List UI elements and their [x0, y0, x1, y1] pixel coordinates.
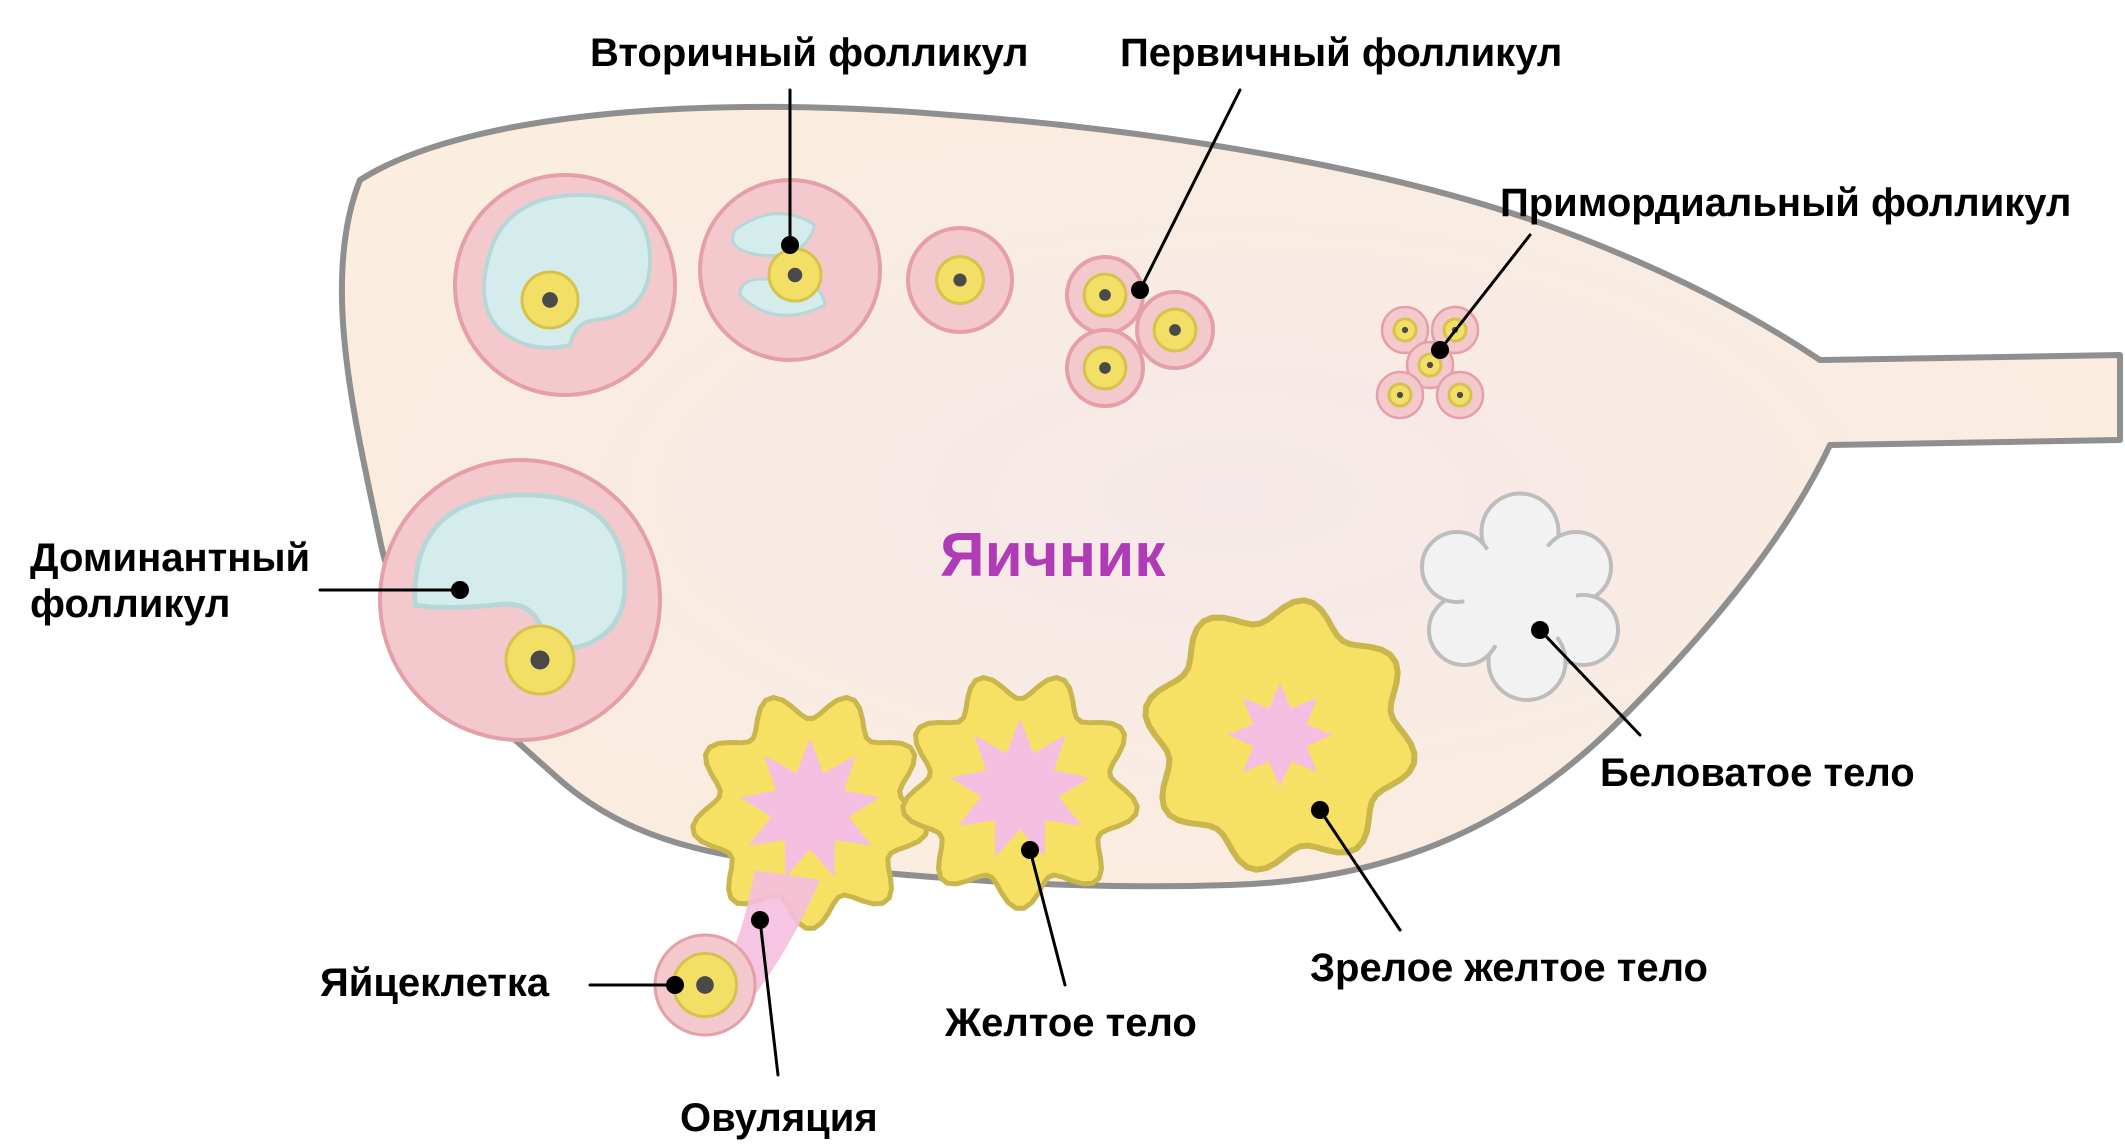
tertiary-follicle — [455, 175, 675, 395]
secondary-follicle-small — [908, 228, 1012, 332]
dominant-follicle — [380, 460, 660, 740]
label-ovulation: Овуляция — [680, 1095, 878, 1141]
label-corpus-albicans: Беловатое тело — [1600, 750, 1915, 796]
label-ovum: Яйцеклетка — [320, 960, 549, 1006]
label-primary-follicle: Первичный фолликул — [1120, 30, 1562, 76]
label-primordial-follicle: Примордиальный фолликул — [1500, 180, 2071, 226]
label-corpus-luteum: Желтое тело — [945, 1000, 1197, 1046]
label-mature-corpus-luteum: Зрелое желтое тело — [1310, 945, 1708, 991]
organ-title: Яичник — [940, 520, 1165, 591]
label-dominant-follicle: Доминантный фолликул — [30, 535, 310, 627]
label-secondary-follicle: Вторичный фолликул — [590, 30, 1029, 76]
